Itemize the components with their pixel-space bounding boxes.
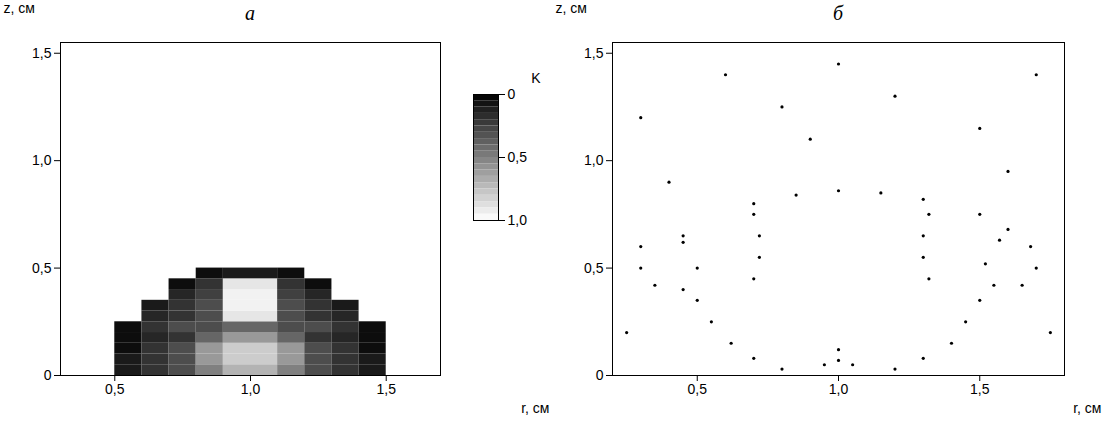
svg-text:0,5: 0,5: [688, 381, 708, 397]
svg-text:z, см: z, см: [556, 0, 587, 16]
svg-text:1,5: 1,5: [376, 381, 396, 397]
html-text:а: а: [245, 2, 255, 24]
svg-text:z, см: z, см: [4, 0, 35, 16]
svg-text:0,5: 0,5: [584, 260, 604, 276]
svg-text:0,5: 0,5: [105, 381, 125, 397]
svg-text:0: 0: [596, 367, 604, 383]
svg-text:1,0: 1,0: [584, 152, 604, 168]
svg-text:1,5: 1,5: [32, 45, 52, 61]
svg-text:0,5: 0,5: [508, 149, 528, 165]
svg-text:r, см: r, см: [1073, 400, 1101, 416]
html-text:б: б: [833, 2, 844, 24]
svg-text:1,0: 1,0: [829, 381, 849, 397]
svg-text:1,0: 1,0: [241, 381, 261, 397]
svg-text:0,5: 0,5: [32, 260, 52, 276]
svg-text:1,5: 1,5: [970, 381, 990, 397]
svg-text:K: K: [531, 70, 541, 86]
svg-text:0: 0: [44, 367, 52, 383]
svg-text:r, см: r, см: [521, 400, 549, 416]
svg-text:0: 0: [508, 86, 516, 102]
svg-text:1,0: 1,0: [32, 152, 52, 168]
svg-text:1,0: 1,0: [508, 212, 528, 228]
svg-text:1,5: 1,5: [584, 45, 604, 61]
